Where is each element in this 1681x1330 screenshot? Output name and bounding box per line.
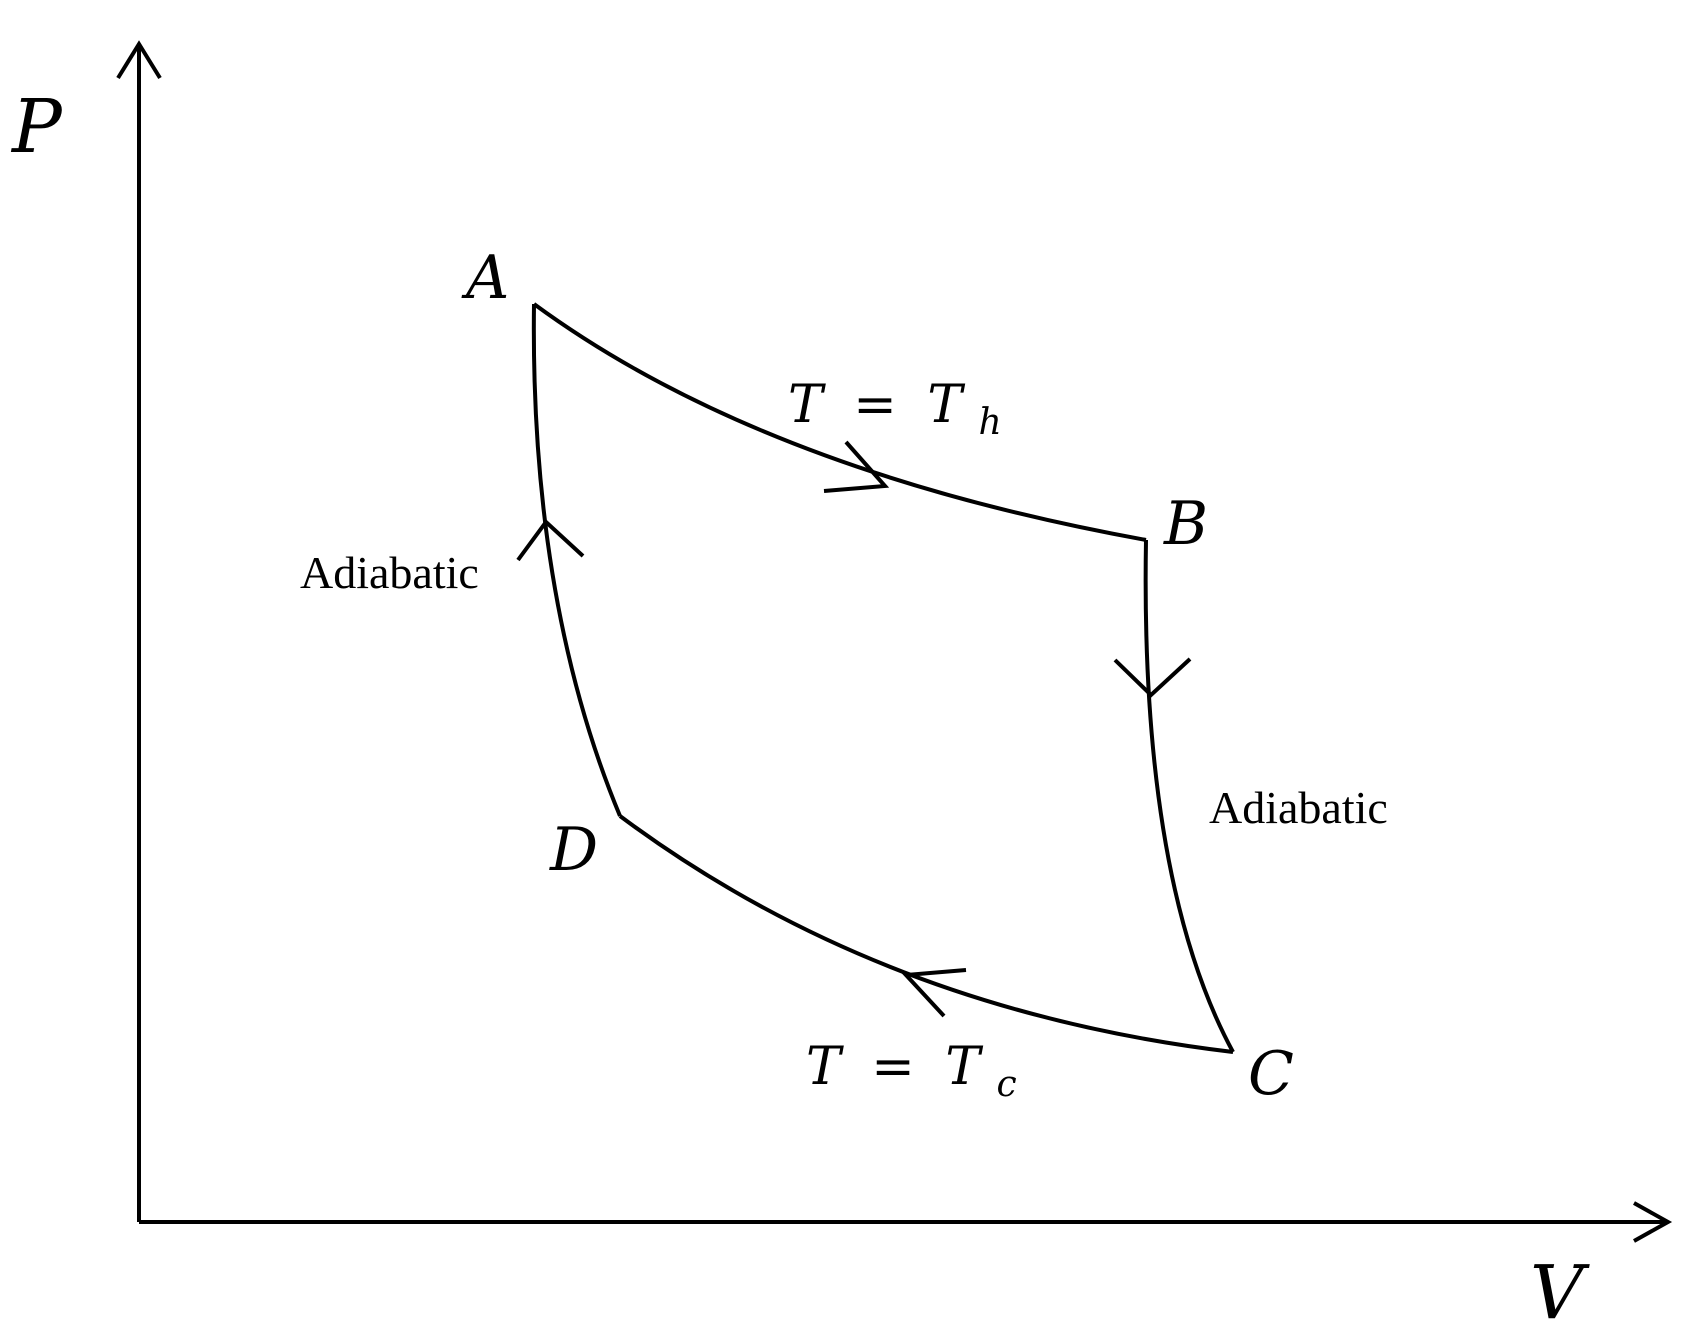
label-adiabat-left: Adiabatic bbox=[300, 547, 479, 598]
isotherm-cold-sub: c bbox=[997, 1064, 1017, 1105]
y-axis-label: P bbox=[10, 84, 63, 170]
isotherm-hot-sub: h bbox=[979, 402, 1002, 443]
isotherm-hot-temp: T bbox=[927, 375, 965, 435]
adiabat-curve-d-a bbox=[531, 303, 622, 817]
x-axis-arrowhead bbox=[1633, 1201, 1673, 1243]
point-label-a: A bbox=[461, 243, 509, 313]
isotherm-cold-equals: = bbox=[871, 1037, 915, 1097]
isotherm-hot-equals: = bbox=[853, 375, 897, 435]
label-isotherm-cold: T = T c bbox=[806, 1037, 1017, 1105]
label-isotherm-hot: T = T h bbox=[788, 375, 1002, 443]
isotherm-cold-var: T bbox=[806, 1037, 844, 1097]
point-label-b: B bbox=[1163, 489, 1208, 559]
direction-arrows bbox=[516, 440, 1192, 1018]
point-labels: A B C D bbox=[461, 243, 1294, 1109]
isotherm-cold-temp: T bbox=[945, 1037, 983, 1097]
label-adiabat-right: Adiabatic bbox=[1209, 782, 1388, 833]
isotherm-hot-curve-a-b bbox=[532, 302, 1147, 542]
point-label-d: D bbox=[549, 815, 598, 885]
isotherm-cold-curve-c-d bbox=[618, 814, 1234, 1054]
arrow-up-icon bbox=[516, 519, 585, 562]
arrow-down-icon bbox=[1113, 657, 1192, 698]
adiabat-curve-b-c bbox=[1143, 539, 1235, 1053]
isotherm-hot-var: T bbox=[788, 375, 826, 435]
arrow-right-icon bbox=[823, 440, 890, 493]
process-labels: T = T h T = T c Adiabatic Adiabatic bbox=[300, 375, 1388, 1105]
y-axis-arrowhead bbox=[116, 40, 162, 80]
point-label-c: C bbox=[1248, 1039, 1294, 1109]
arrow-left-icon bbox=[901, 968, 967, 1018]
x-axis-label: V bbox=[1530, 1250, 1590, 1330]
axes: P V bbox=[10, 40, 1673, 1330]
carnot-cycle bbox=[531, 302, 1235, 1054]
